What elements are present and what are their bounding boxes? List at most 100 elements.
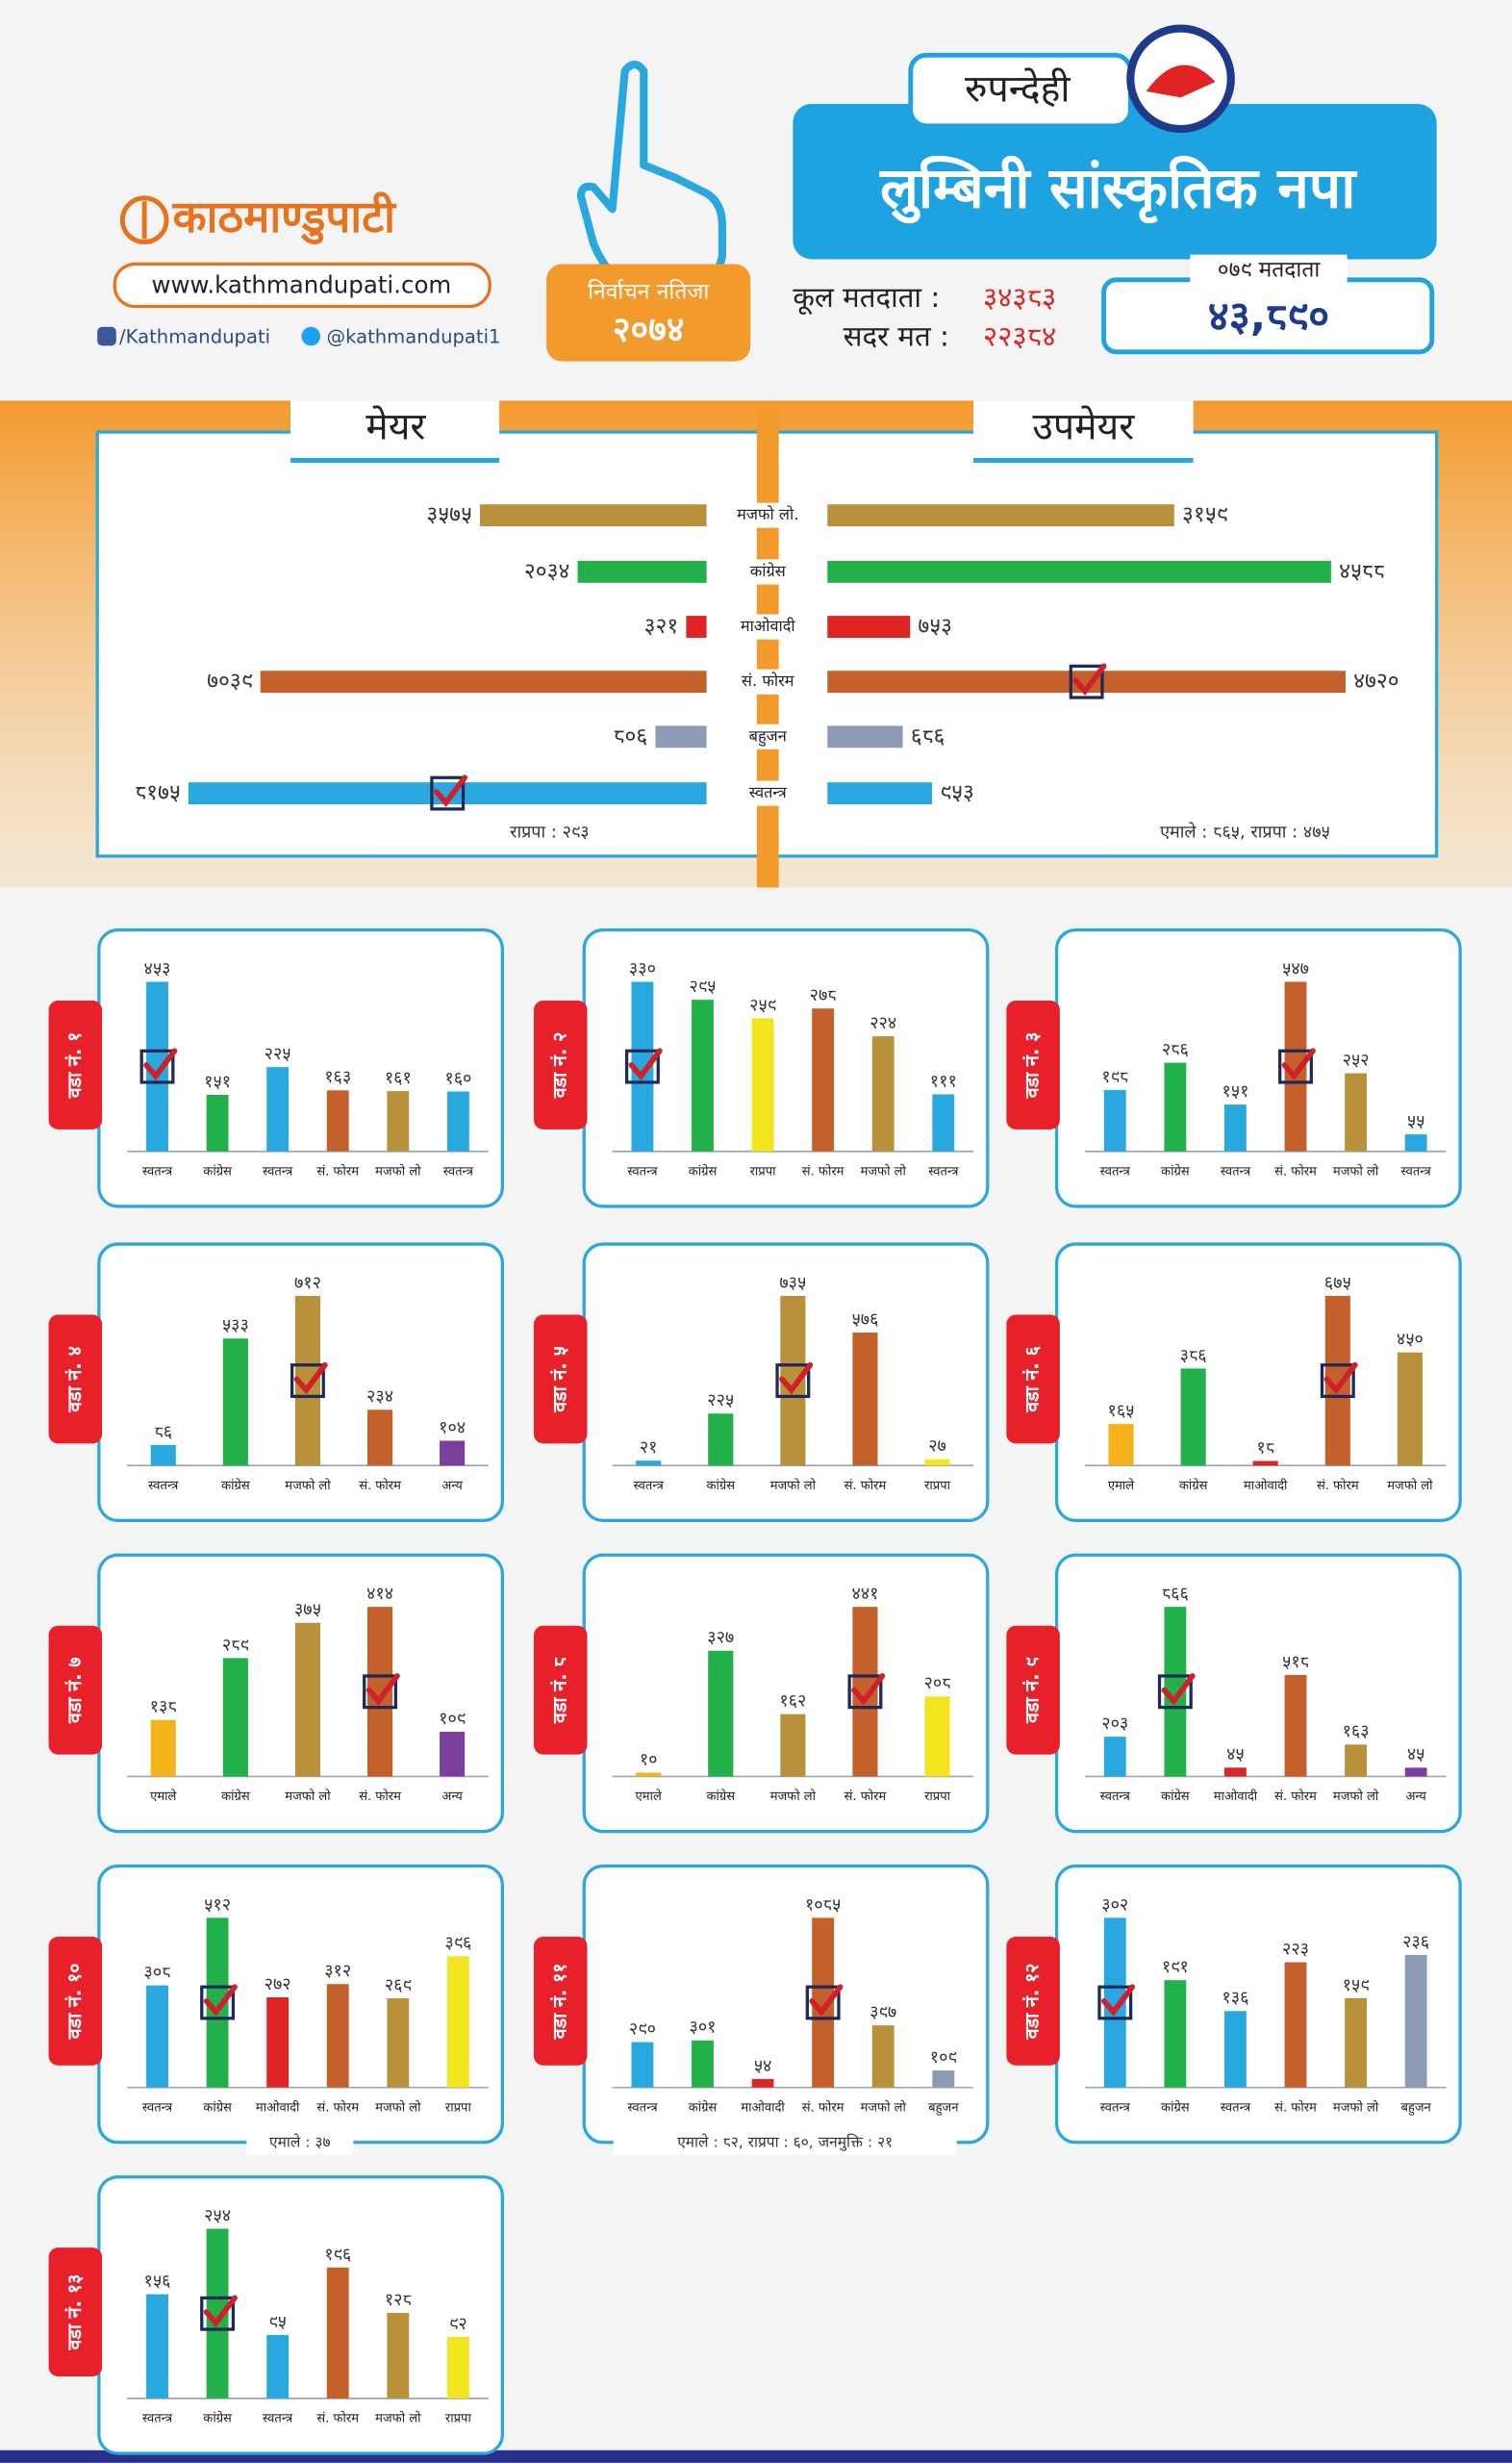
winner-check: [203, 1984, 238, 2017]
category-label: सं. फोरम: [844, 1789, 887, 1804]
category-label: माओवादी: [256, 2099, 300, 2115]
winner-check: [200, 1985, 236, 2020]
winner-check: [851, 1673, 886, 1706]
category-label: सं. फोरम: [316, 2411, 359, 2426]
value-label: ३०८: [144, 1963, 171, 1983]
bar: [871, 2025, 895, 2088]
value-label: २९०: [629, 2019, 656, 2039]
bar: [206, 1917, 229, 2088]
value-label: १६२: [779, 1691, 806, 1712]
category-label: कांग्रेस: [1161, 2099, 1190, 2115]
bar: [1103, 1917, 1126, 2088]
bar: [1284, 1962, 1307, 2088]
bar: [631, 2042, 654, 2088]
bar: [222, 1338, 248, 1466]
bar: [655, 725, 707, 749]
ward-title: वडा नं. ७: [63, 1657, 86, 1724]
category-label: अन्य: [441, 1790, 463, 1804]
bar: [206, 2228, 229, 2399]
value-label: २३४: [366, 1386, 393, 1407]
category-label: स्वतन्त्र: [634, 1479, 665, 1493]
winner-check: [779, 1361, 814, 1395]
value-label: ३२१: [644, 614, 679, 639]
value-label: ७१२: [294, 1273, 321, 1293]
value-label: ४५०: [1397, 1330, 1424, 1350]
value-label: २१: [640, 1437, 658, 1458]
winner-check: [1278, 1049, 1313, 1084]
category-label: स्वतन्त्र: [749, 783, 788, 801]
category-label: राप्रपा: [750, 1164, 777, 1179]
category-label: कांग्रेस: [706, 1789, 735, 1804]
value-label: १०९: [439, 1709, 466, 1729]
category-label: सं. फोरम: [1317, 1478, 1359, 1493]
bar: [1345, 1073, 1368, 1152]
category-label: मजफो लो: [861, 1163, 907, 1179]
value-label: ५३३: [222, 1315, 249, 1335]
bar: [692, 1000, 714, 1152]
bar: [326, 2267, 349, 2399]
ward-tab: [48, 1001, 103, 1130]
bar: [827, 725, 903, 749]
bar: [260, 671, 707, 694]
value-label: ३९७: [869, 2002, 896, 2022]
twitter[interactable]: @kathmandupati1: [327, 326, 501, 348]
series-title: मेयर: [365, 404, 426, 448]
value-label: १५६: [144, 2272, 171, 2292]
value-label: २८६: [1162, 1040, 1189, 1060]
value-label: ३१२: [324, 1961, 351, 1981]
ward-title: वडा नं. १३: [63, 2274, 86, 2351]
note: एमाले : ८२, राप्रपा : ६०, जनमुक्ति : २१: [677, 2133, 893, 2151]
badge-year: २०७४: [613, 311, 685, 350]
bar: [692, 2040, 714, 2088]
value-label: ५४: [754, 2056, 772, 2076]
facebook[interactable]: /Kathmandupati: [119, 326, 270, 348]
ward-title: वडा नं. १२: [1021, 1964, 1044, 2041]
value-label: ८६६: [1162, 1584, 1189, 1604]
value-label: १२८: [385, 2290, 412, 2310]
category-label: सं. फोरम: [742, 672, 794, 690]
website[interactable]: www.kathmandupati.com: [152, 270, 452, 298]
winner-check: [1097, 1985, 1133, 2020]
value-label: ४५३: [144, 958, 171, 978]
category-label: बहुजन: [749, 726, 788, 747]
bar: [326, 1090, 349, 1152]
category-label: एमाले: [636, 1789, 663, 1804]
category-label: कांग्रेस: [203, 2099, 232, 2115]
bar: [150, 1444, 176, 1466]
total-voters-label: कूल मतदाता :: [793, 281, 940, 316]
category-pill: [716, 502, 817, 528]
note-bg: [613, 2129, 957, 2155]
ward-tab: [534, 1001, 588, 1130]
value-label: ८०६: [614, 724, 648, 749]
category-label: सं. फोरम: [316, 2099, 359, 2115]
value-label: २५४: [204, 2206, 231, 2226]
category-label: कांग्रेस: [203, 1163, 232, 1179]
value-label: १९१: [1162, 1957, 1189, 1977]
category-label: स्वतन्त्र: [1221, 2100, 1251, 2115]
ward-tab: [48, 2247, 103, 2377]
facebook-icon: [97, 326, 116, 346]
category-label: कांग्रेस: [689, 1163, 718, 1179]
category-label: स्वतन्त्र: [1401, 1164, 1432, 1179]
note: एमाले : ८६५, राप्रपा : ४७५: [1160, 821, 1330, 842]
ward-title: वडा नं. ५: [548, 1346, 570, 1413]
ward-tab: [48, 1625, 103, 1755]
bar: [812, 1917, 835, 2088]
bar: [266, 1067, 290, 1152]
value-label: ३५७५: [426, 502, 472, 527]
winner-check: [143, 1048, 178, 1080]
winner-check: [847, 1674, 883, 1710]
mayor-tab: [290, 400, 500, 464]
value-label: २२५: [707, 1390, 734, 1410]
value-label: ४५: [1226, 1744, 1245, 1765]
value-label: १५१: [1222, 1081, 1248, 1102]
total-voters: ३४३८३: [983, 281, 1056, 314]
category-label: स्वतन्त्र: [142, 1164, 173, 1179]
category-label: स्वतन्त्र: [627, 1164, 658, 1179]
bar: [577, 560, 707, 583]
category-label: मजफो लो: [285, 1478, 331, 1493]
bar: [827, 616, 911, 638]
ward-tab: [534, 1936, 588, 2066]
category-label: सं. फोरम: [1274, 1163, 1317, 1179]
bar: [1345, 1997, 1368, 2088]
